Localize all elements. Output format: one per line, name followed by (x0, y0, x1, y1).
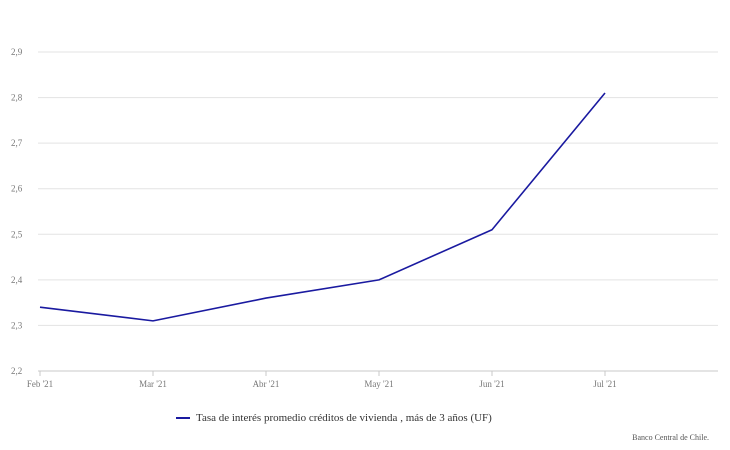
y-tick-label: 2,7 (11, 138, 23, 148)
y-tick-label: 2,3 (11, 320, 23, 330)
legend-label: Tasa de interés promedio créditos de viv… (196, 412, 492, 424)
series-line[interactable] (39, 92, 606, 322)
y-tick-label: 2,9 (11, 47, 23, 57)
series-lines (39, 92, 606, 322)
x-tick-label: May '21 (364, 379, 393, 389)
credit-text: Banco Central de Chile. (632, 433, 709, 442)
grid-lines (38, 51, 718, 372)
x-tick-label: Jul '21 (593, 379, 616, 389)
y-tick-label: 2,2 (11, 366, 22, 376)
x-tick-label: Abr '21 (253, 379, 280, 389)
x-tick-label: Feb '21 (27, 379, 53, 389)
legend[interactable]: Tasa de interés promedio créditos de viv… (176, 412, 492, 424)
x-tick-label: Jun '21 (479, 379, 504, 389)
y-tick-label: 2,4 (11, 275, 23, 285)
x-axis-ticks: Feb '21 Mar '21 Abr '21 May '21 Jun '21 Jul '… (27, 371, 617, 389)
y-tick-label: 2,5 (11, 229, 23, 239)
y-axis-ticks: 2,2 2,3 2,4 2,5 2,6 2,7 2,8 2,9 (11, 47, 23, 376)
y-tick-label: 2,8 (11, 93, 23, 103)
y-tick-label: 2,6 (11, 184, 23, 194)
x-tick-label: Mar '21 (139, 379, 167, 389)
legend-swatch (176, 417, 190, 419)
